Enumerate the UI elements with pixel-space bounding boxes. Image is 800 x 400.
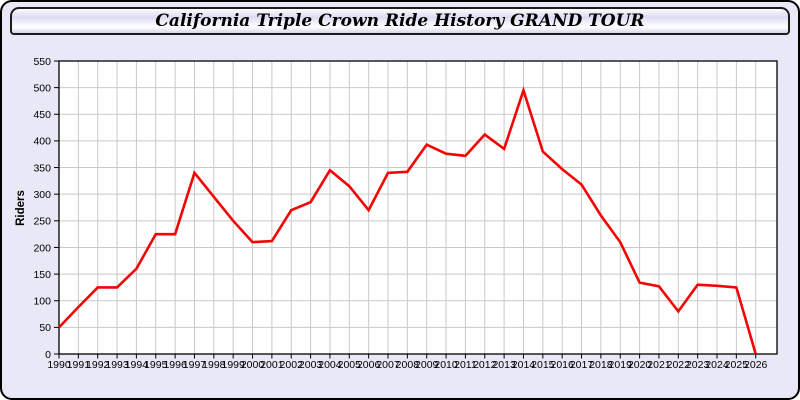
x-axis-tick-label: 2005 [338,359,362,371]
y-axis-tick-label: 0 [45,349,51,361]
y-axis-title: Riders [15,190,27,226]
y-axis-tick-label: 100 [33,296,51,308]
y-axis-tick-label: 300 [33,189,51,201]
x-axis-tick-label: 2001 [260,359,284,371]
y-axis-tick-label: 50 [39,322,51,334]
axis-ticks [54,60,757,359]
x-axis-tick-label: 1999 [221,359,245,371]
x-axis-tick-label: 2024 [705,359,729,371]
x-axis-tick-label: 1990 [47,359,71,371]
x-axis-tick-label: 1995 [144,359,168,371]
x-axis-tick-label: 1997 [183,359,207,371]
y-axis-tick-label: 500 [33,82,51,94]
y-axis-tick-label: 400 [33,136,51,148]
x-axis-tick-label: 2019 [609,359,633,371]
x-axis-tick-label: 1991 [67,359,91,371]
x-axis-tick-label: 2002 [280,359,304,371]
y-axis-labels: 0 50 100 150 200 250 300 350 400 450 500 550 [33,56,51,361]
x-axis-tick-label: 2013 [492,359,516,371]
x-axis-tick-label: 2007 [376,359,400,371]
x-axis-tick-label: 2008 [396,359,420,371]
y-axis-tick-label: 250 [33,216,51,228]
x-axis-tick-label: 2006 [357,359,381,371]
riders-line-series [58,86,757,355]
x-axis-tick-label: 2014 [512,359,536,371]
page-title: California Triple Crown Ride History GRA… [155,11,645,31]
x-axis-tick-label: 1993 [105,359,129,371]
title-bar: California Triple Crown Ride History GRA… [10,7,790,35]
x-axis-tick-label: 2018 [589,359,613,371]
x-axis-tick-label: 2010 [434,359,458,371]
y-axis-tick-label: 150 [33,269,51,281]
y-axis-tick-label: 200 [33,242,51,254]
x-axis-tick-label: 2003 [299,359,323,371]
x-axis-tick-label: 2017 [570,359,594,371]
y-axis-tick-label: 350 [33,162,51,174]
x-axis-tick-label: 1994 [125,359,149,371]
x-axis-tick-label: 2022 [667,359,691,371]
x-axis-tick-label: 1996 [163,359,187,371]
y-axis-tick-label: 550 [33,56,51,68]
x-axis-tick-label: 2020 [628,359,652,371]
y-axis-tick-label: 450 [33,109,51,121]
x-axis-tick-label: 1998 [202,359,226,371]
x-axis-tick-label: 2015 [531,359,555,371]
plot-area [59,61,777,354]
x-axis-tick-label: 2026 [744,359,768,371]
x-axis-tick-label: 1992 [86,359,110,371]
x-axis-tick-label: 2009 [415,359,439,371]
x-axis-tick-label: 2023 [686,359,710,371]
x-axis-tick-label: 2016 [551,359,575,371]
x-axis-tick-label: 2012 [473,359,497,371]
x-axis-tick-label: 2025 [725,359,749,371]
x-axis-tick-label: 2011 [454,359,477,371]
x-axis-tick-label: 2004 [318,359,342,371]
x-axis-labels: 1990199119921993199419951996199719981999… [47,359,767,371]
x-axis-tick-label: 2000 [241,359,265,371]
x-axis-tick-label: 2021 [647,359,671,371]
plot-border [58,60,778,355]
